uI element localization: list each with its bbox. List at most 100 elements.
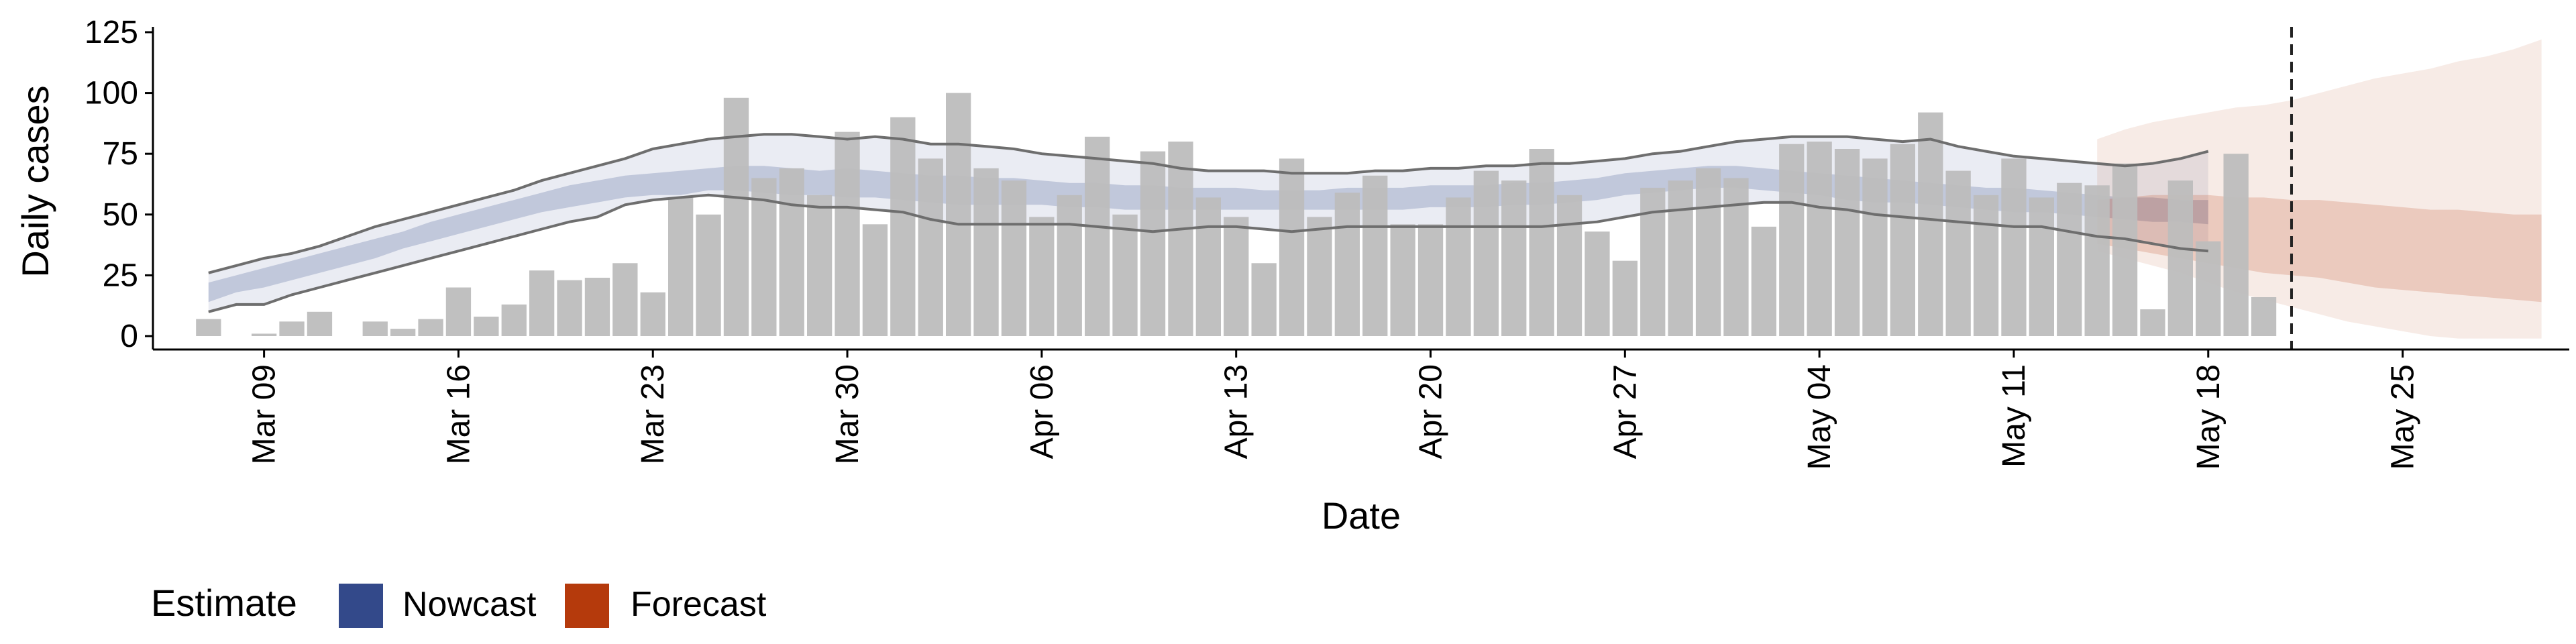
bar — [2196, 241, 2221, 336]
bar — [2084, 185, 2110, 336]
bar — [1001, 180, 1027, 336]
nowcast-upper-line — [208, 133, 2209, 274]
bar — [1195, 197, 1221, 336]
bar — [1224, 217, 1249, 336]
bar — [973, 168, 999, 336]
legend-label-forecast: Forecast — [631, 585, 767, 624]
bar — [2029, 197, 2054, 336]
bar — [1057, 195, 1082, 336]
bar — [529, 270, 555, 336]
x-tick-label: Apr 20 — [1413, 364, 1449, 459]
forecast-ribbons — [2097, 39, 2542, 339]
bar — [584, 278, 610, 336]
bar — [445, 287, 472, 336]
legend-key-nowcast — [339, 584, 383, 628]
bar — [2057, 182, 2082, 336]
y-tick-label: 0 — [120, 319, 138, 354]
bar — [557, 280, 582, 336]
bar — [1556, 195, 1582, 336]
axes: 0 25 50 75 100 125 Mar 09 Mar 16 Mar 23 Mar 30 Apr… — [85, 15, 2569, 470]
bar — [362, 321, 388, 336]
bar — [2001, 158, 2027, 336]
x-tick-label: Apr 27 — [1607, 364, 1643, 459]
bar — [501, 304, 527, 336]
forecast-inner-band — [2097, 195, 2542, 303]
x-tick-label: Apr 06 — [1024, 364, 1060, 459]
bar — [1862, 158, 1888, 336]
bar — [1807, 142, 1832, 336]
x-tick-label: May 11 — [1996, 364, 2032, 468]
bar — [1417, 224, 1444, 336]
x-tick-label: Mar 16 — [441, 364, 476, 464]
bar — [1779, 144, 1805, 336]
bar — [1473, 170, 1499, 336]
bar — [1529, 149, 1554, 336]
bar — [946, 93, 971, 336]
bar — [1334, 193, 1360, 336]
bar — [1973, 195, 1999, 336]
nowcast-lower-line — [208, 193, 2208, 313]
bar — [640, 292, 665, 336]
bar — [835, 131, 860, 336]
x-tick-label: Apr 13 — [1219, 364, 1254, 459]
bar — [1723, 178, 1749, 336]
bar — [1612, 260, 1638, 336]
bar — [1279, 158, 1305, 336]
bar — [1446, 197, 1471, 336]
x-tick-label: Mar 09 — [247, 364, 282, 464]
bar — [1890, 144, 1915, 336]
bar — [418, 319, 443, 336]
bar — [1501, 180, 1527, 336]
y-tick-label: 25 — [103, 258, 138, 293]
bar — [1112, 214, 1138, 336]
bar — [2251, 297, 2277, 336]
bar — [252, 333, 277, 336]
x-tick-label: Mar 23 — [635, 364, 671, 464]
bar — [862, 224, 888, 336]
bar — [1751, 226, 1776, 336]
bar — [668, 197, 694, 336]
y-tick-label: 125 — [85, 15, 138, 50]
bar — [2140, 309, 2165, 336]
bar — [2112, 163, 2138, 336]
legend-key-forecast — [565, 584, 609, 628]
bar — [723, 97, 749, 337]
x-tick-label: Mar 30 — [830, 364, 865, 464]
x-axis-title: Date — [1322, 494, 1401, 537]
x-tick-label: May 25 — [2385, 364, 2421, 470]
bar — [1918, 112, 1943, 336]
bar — [1085, 136, 1110, 337]
bar — [1390, 224, 1415, 336]
bar — [807, 195, 833, 336]
bar — [279, 321, 305, 336]
y-tick-label: 50 — [103, 197, 138, 233]
bar — [1140, 151, 1166, 336]
bar — [1251, 263, 1277, 336]
bar — [1834, 149, 1860, 336]
bar — [779, 168, 804, 336]
y-tick-label: 100 — [85, 76, 138, 111]
x-tick-label: May 04 — [1802, 364, 1837, 470]
bar — [751, 178, 777, 336]
bar — [2223, 154, 2249, 336]
legend-title: Estimate — [151, 582, 297, 624]
bar — [1695, 168, 1721, 336]
nowcast-inner-band — [208, 166, 2208, 303]
x-tick-label: May 18 — [2191, 364, 2226, 470]
bar — [474, 317, 499, 336]
bar — [307, 311, 333, 336]
y-axis-title: Daily cases — [14, 85, 56, 277]
bar — [918, 158, 943, 336]
bar — [612, 263, 638, 336]
bar — [1668, 180, 1693, 336]
bar — [390, 329, 416, 336]
bar — [1307, 217, 1332, 336]
legend-label-nowcast: Nowcast — [402, 585, 537, 624]
bar — [696, 214, 721, 336]
bar — [1168, 142, 1193, 336]
bar — [196, 319, 221, 336]
bar — [1029, 217, 1055, 336]
nowcast-bound-lines — [208, 133, 2209, 313]
bar — [2167, 180, 2193, 336]
legend: Estimate Nowcast Forecast — [151, 582, 767, 628]
